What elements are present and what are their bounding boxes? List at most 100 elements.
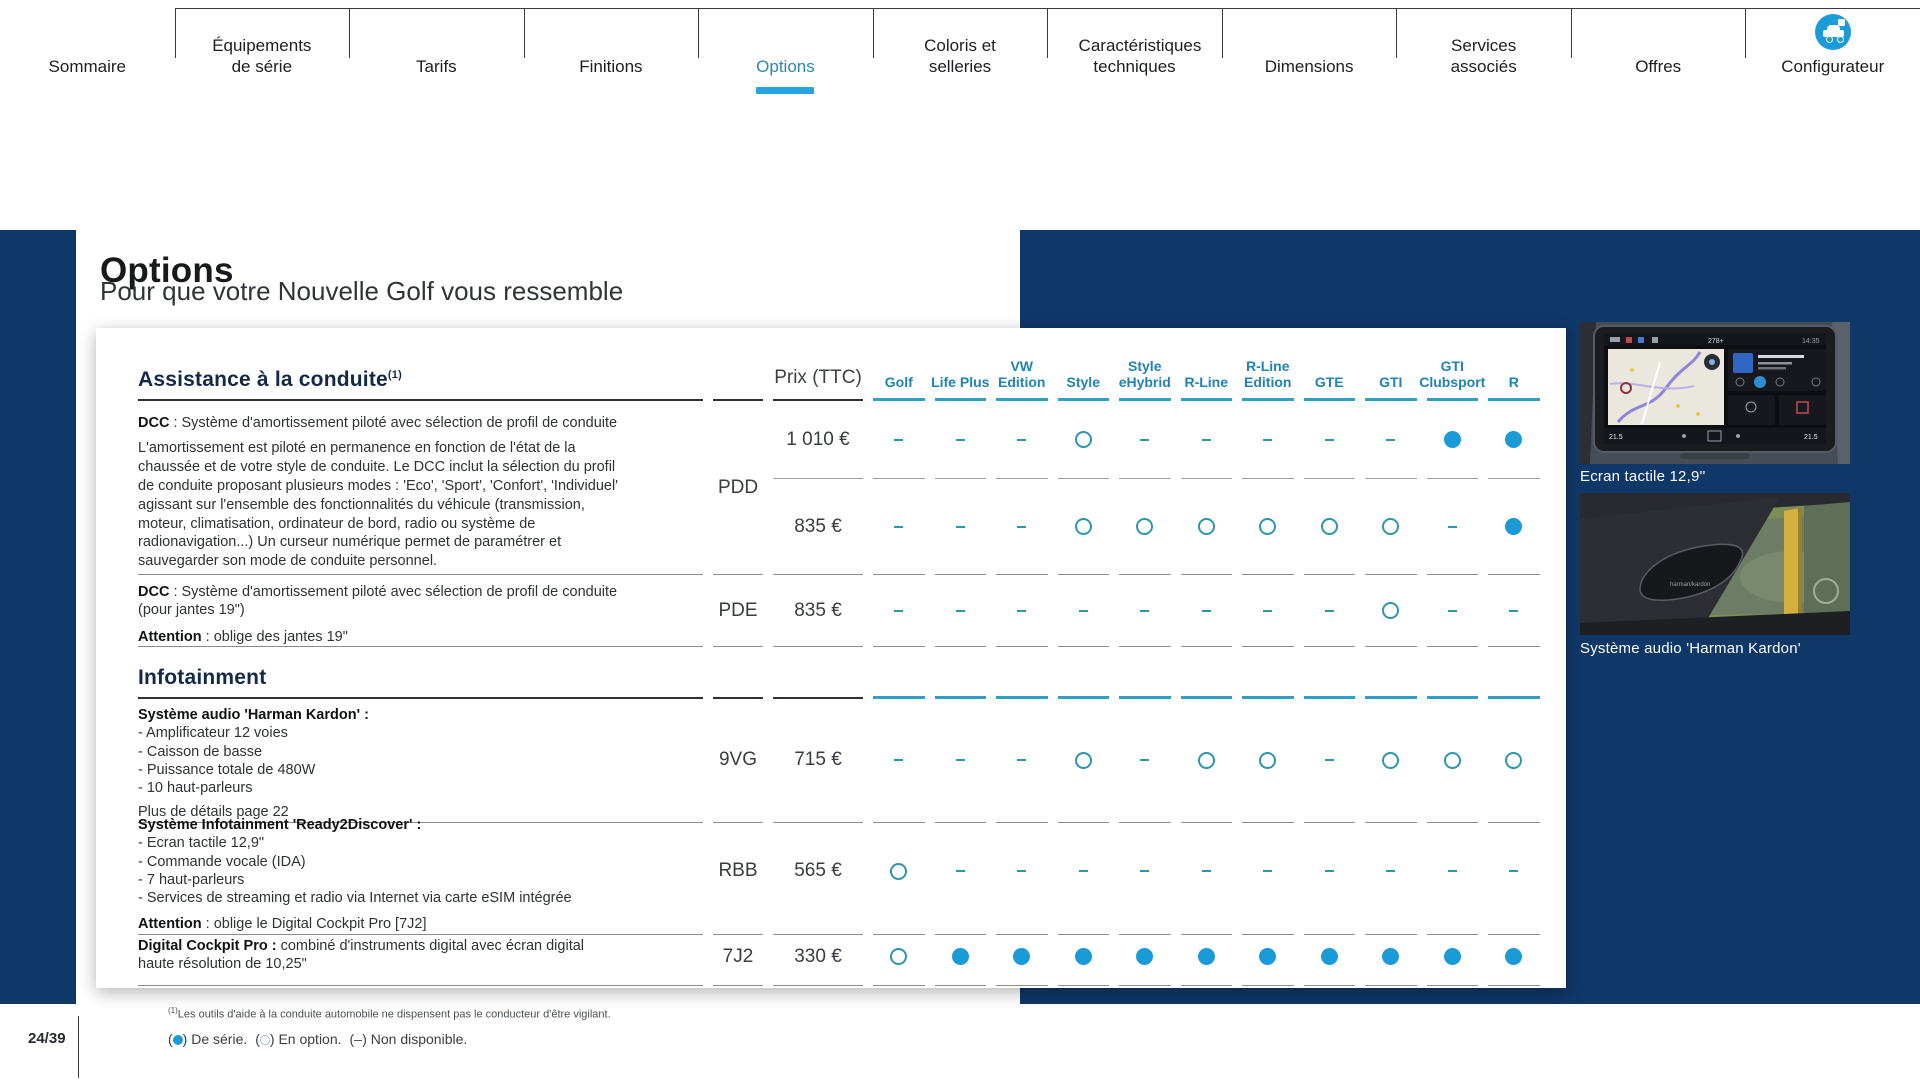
availability-cell xyxy=(1242,401,1294,479)
tab-services-associes[interactable]: Services associés xyxy=(1396,8,1571,90)
trim-label: Golf xyxy=(884,374,913,391)
availability-cell xyxy=(1057,479,1109,575)
availability-cell xyxy=(873,401,925,479)
dash-icon xyxy=(1447,609,1457,612)
tab-label: Options xyxy=(756,56,815,76)
availability-cell xyxy=(1119,479,1171,575)
availability-cell xyxy=(1057,699,1109,823)
dash-icon xyxy=(1140,870,1150,873)
tab-sommaire[interactable]: Sommaire xyxy=(0,8,175,90)
availability-cell xyxy=(1242,928,1294,986)
price-column-header: Prix (TTC) xyxy=(773,334,863,401)
options-table: Assistance à la conduite(1) Prix (TTC) Gol… xyxy=(138,334,1540,986)
legend-item: () De série. xyxy=(168,1031,248,1047)
availability-cell xyxy=(934,699,986,823)
trim-column-header-vw-edition: VW Edition xyxy=(996,334,1048,401)
dash-icon xyxy=(1201,609,1211,612)
availability-cell xyxy=(1180,809,1232,935)
availability-cell xyxy=(996,401,1048,479)
dash-icon xyxy=(1447,870,1457,873)
tab-finitions[interactable]: Finitions xyxy=(523,8,699,90)
legend-item: () En option. xyxy=(255,1031,342,1047)
option-row-PDE: DCC : Système d'amortissement piloté ave… xyxy=(138,575,1540,647)
tab-options[interactable]: Options xyxy=(698,8,873,94)
option-code: PDE xyxy=(713,575,763,647)
tab-label: Sommaire xyxy=(48,56,126,76)
check-badge-shape xyxy=(1837,18,1845,26)
legend-filled-dot-icon xyxy=(172,1035,183,1045)
filled-dot-icon xyxy=(1443,948,1461,965)
option-description-text: DCC : Système d'amortissement piloté ave… xyxy=(138,575,620,646)
legend-dash-icon xyxy=(354,1039,363,1041)
section-header-row: Infotainment xyxy=(138,647,1540,699)
tab-caracteristiques-techniques[interactable]: Caractéristiques techniques xyxy=(1047,8,1222,90)
tab-coloris-et-selleries[interactable]: Coloris et selleries xyxy=(872,8,1048,90)
description-line: Attention : oblige le Digital Cockpit Pr… xyxy=(138,916,427,933)
tab-label: Finitions xyxy=(579,56,643,76)
trim-column-header-style-ehybrid xyxy=(1119,647,1171,699)
availability-cell xyxy=(873,479,925,575)
option-description: Digital Cockpit Pro : combiné d'instrume… xyxy=(138,928,703,986)
description-line: L'amortissement est piloté en permanence… xyxy=(138,440,618,570)
footnote-text: Les outils d'aide à la conduite automobi… xyxy=(177,1008,611,1021)
availability-cell xyxy=(873,575,925,647)
option-description: Système audio 'Harman Kardon' : - Amplifi… xyxy=(138,699,703,823)
availability-cell xyxy=(873,699,925,823)
availability-cell xyxy=(1180,699,1232,823)
dash-icon xyxy=(1017,525,1027,528)
availability-cell xyxy=(996,928,1048,986)
availability-cell xyxy=(1303,699,1355,823)
tab-equipements-de-serie[interactable]: Équipements de série xyxy=(174,8,350,90)
dash-icon xyxy=(955,525,965,528)
open-circle-icon xyxy=(1259,518,1277,535)
touchscreen-caption: Ecran tactile 12,9'' xyxy=(1580,468,1706,485)
dash-icon xyxy=(1324,438,1334,441)
open-circle-icon xyxy=(1074,751,1092,769)
tab-label: Offres xyxy=(1635,56,1682,76)
dash-icon xyxy=(894,759,904,762)
dash-icon xyxy=(1140,759,1150,762)
svg-text:278+: 278+ xyxy=(1708,338,1724,345)
description-line: - Ecran tactile 12,9" xyxy=(138,835,265,852)
description-line: - Commande vocale (IDA) xyxy=(138,853,306,870)
availability-cell xyxy=(1180,928,1232,986)
availability-cell xyxy=(1057,809,1109,935)
availability-cell xyxy=(1057,401,1109,479)
option-price: 715 € xyxy=(773,699,863,823)
tab-configurateur[interactable]: Configurateur xyxy=(1745,8,1920,90)
left-navy-band xyxy=(0,230,76,1004)
availability-cell xyxy=(1119,575,1171,647)
legend-open-circle-icon xyxy=(259,1035,270,1045)
availability-cell xyxy=(1426,699,1478,823)
availability-cell xyxy=(1242,699,1294,823)
tab-offres[interactable]: Offres xyxy=(1570,8,1746,90)
dash-icon xyxy=(894,609,904,612)
tab-dimensions[interactable]: Dimensions xyxy=(1221,8,1397,90)
availability-cell xyxy=(873,809,925,935)
dash-icon xyxy=(1263,870,1273,873)
availability-cell xyxy=(1488,928,1540,986)
dash-icon xyxy=(1324,759,1334,762)
availability-cell xyxy=(1242,809,1294,935)
filled-dot-icon xyxy=(1505,518,1523,535)
description-line: Plus de détails page 22 xyxy=(138,804,289,821)
tab-label: Tarifs xyxy=(416,56,457,76)
car-wheel-shape xyxy=(1825,35,1833,43)
trim-label: R xyxy=(1508,374,1519,391)
option-description: DCC : Système d'amortissement piloté ave… xyxy=(138,575,703,647)
tab-tarifs[interactable]: Tarifs xyxy=(349,8,524,90)
option-description-text: DCC : Système d'amortissement piloté ave… xyxy=(138,401,620,571)
open-circle-icon xyxy=(1197,751,1215,769)
availability-cell xyxy=(1057,928,1109,986)
availability-cell xyxy=(1242,575,1294,647)
description-line: Système Infotainment 'Ready2Discover' : xyxy=(138,817,422,833)
availability-cell xyxy=(1119,401,1171,479)
filled-dot-icon xyxy=(1505,431,1523,448)
description-line: Digital Cockpit Pro : combiné d'instrume… xyxy=(138,938,585,973)
availability-cell xyxy=(1303,809,1355,935)
filled-dot-icon xyxy=(951,948,969,965)
availability-cell xyxy=(996,479,1048,575)
dash-icon xyxy=(1078,870,1088,873)
trim-column-header-life-plus xyxy=(934,647,986,699)
description-line: - Amplificateur 12 voies xyxy=(138,725,288,742)
